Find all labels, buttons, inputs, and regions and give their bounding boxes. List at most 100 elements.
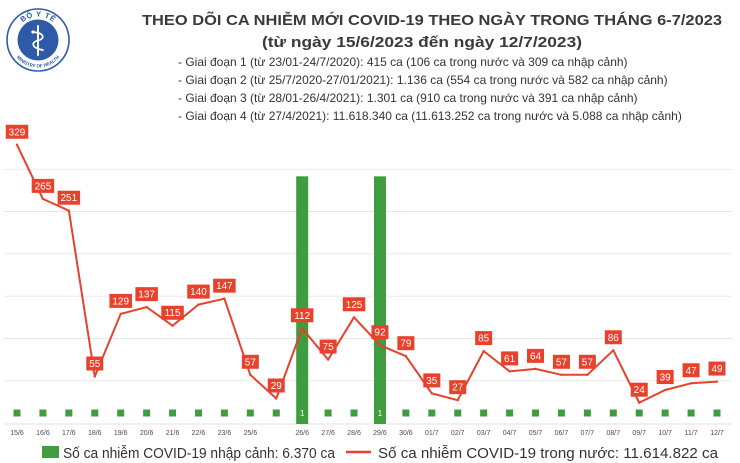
data-label-box (290, 308, 314, 323)
data-label: 75 (319, 339, 337, 354)
data-label: 329 (5, 124, 29, 139)
data-label-text: 92 (374, 328, 386, 339)
note-phase-2: - Giai đoạn 2 (từ 25/7/2020-27/01/2021):… (178, 73, 668, 87)
data-label-box (578, 354, 596, 369)
data-label: 86 (604, 330, 622, 345)
data-label-box (397, 336, 415, 351)
data-label: 35 (423, 373, 441, 388)
data-label: 129 (109, 293, 132, 308)
data-label-box (161, 305, 184, 320)
import-bar-zero-marker (428, 409, 436, 417)
x-tick-label: 23/6 (218, 430, 232, 437)
data-label-box (630, 382, 648, 397)
data-label-box (86, 356, 104, 371)
import-bar-zero-marker (635, 409, 643, 417)
line-point (663, 388, 667, 392)
import-bar (296, 176, 309, 424)
line-point (715, 380, 719, 383)
import-bar-zero-marker (169, 409, 177, 417)
x-tick-label: 09/7 (632, 430, 646, 437)
import-bar-zero-marker (117, 409, 125, 417)
line-point (586, 373, 589, 376)
x-tick-label: 26/6 (295, 430, 309, 437)
line-point (15, 143, 19, 146)
data-label-box (682, 363, 700, 378)
data-label-box (371, 325, 389, 340)
caduceus-icon (31, 25, 44, 56)
data-label: 85 (475, 331, 493, 346)
data-label-text: 329 (9, 127, 26, 138)
data-label-box (656, 370, 674, 385)
legend-item-domestic: Số ca nhiễm COVID-19 trong nước: 11.614.… (346, 445, 719, 462)
line-point (456, 398, 459, 402)
import-bar-zero-marker (402, 409, 410, 417)
line-point (430, 392, 434, 395)
data-label-box (135, 287, 158, 302)
data-label-text: 35 (426, 376, 438, 387)
data-label-text: 57 (582, 357, 594, 368)
import-bar-zero-marker (220, 409, 228, 417)
line-point (404, 354, 408, 358)
line-point (275, 397, 278, 400)
data-label: 115 (161, 305, 184, 320)
legend-swatch-import (42, 446, 59, 458)
data-label-text: 147 (216, 281, 233, 292)
import-bar-zero-marker (65, 409, 73, 417)
line-point (119, 312, 122, 316)
line-point (300, 327, 304, 330)
data-label-box (267, 378, 285, 393)
data-label-text: 86 (608, 333, 620, 344)
import-bar-zero-marker (13, 409, 21, 417)
x-tick-label: 22/6 (192, 430, 206, 437)
data-label-text: 29 (271, 381, 283, 392)
import-bar-zero-marker (272, 409, 280, 417)
x-tick-label: 03/7 (477, 430, 491, 437)
data-label-box (187, 284, 210, 299)
line-point (249, 373, 252, 376)
data-label-box (109, 293, 132, 308)
data-label: 251 (57, 190, 81, 205)
x-tick-label: 25/6 (244, 430, 258, 437)
legend: Số ca nhiễm COVID-19 nhập cảnh: 6.370 ca… (42, 445, 719, 462)
data-label-box (57, 190, 81, 205)
x-tick-label: 27/6 (321, 430, 335, 437)
ministry-of-health-logo: BỘ Y TẾ MINISTRY OF HEALTH (6, 8, 70, 72)
import-bar-zero-marker (39, 409, 47, 417)
data-label-text: 140 (190, 287, 207, 298)
import-bar-zero-marker (454, 409, 462, 417)
data-label-text: 129 (112, 296, 129, 307)
data-label-box (475, 331, 493, 346)
x-tick-label: 02/7 (451, 430, 465, 437)
line-point (689, 382, 693, 385)
data-label: 24 (630, 382, 648, 397)
note-phase-3: - Giai đoạn 3 (từ 28/01-26/4/2021): 1.30… (178, 91, 638, 105)
line-point (508, 370, 511, 373)
data-label: 49 (708, 361, 726, 376)
line-point (67, 209, 71, 212)
data-label-box (319, 339, 337, 354)
x-tick-label: 04/7 (503, 430, 517, 437)
data-label-box (423, 373, 441, 388)
x-tick-label: 07/7 (581, 430, 595, 437)
line-point (197, 303, 200, 306)
import-bar-zero-marker (91, 409, 99, 417)
data-label-text: 47 (686, 366, 698, 377)
data-label-text: 75 (323, 342, 335, 353)
data-label-box (5, 124, 29, 139)
data-label-text: 57 (245, 357, 257, 368)
data-label-text: 265 (35, 181, 52, 192)
data-label-box (342, 297, 366, 312)
legend-label-domestic: Số ca nhiễm COVID-19 trong nước: 11.614.… (378, 445, 719, 462)
data-label: 79 (397, 336, 415, 351)
import-bar-zero-marker (687, 409, 695, 417)
data-label-box (31, 178, 55, 193)
data-label: 55 (86, 356, 104, 371)
x-tick-label: 01/7 (425, 430, 439, 437)
line-point (352, 316, 356, 319)
domestic-cases-series (15, 143, 719, 404)
x-tick-label: 12/7 (710, 430, 724, 437)
line-point (171, 324, 174, 327)
x-tick-label: 06/7 (555, 430, 569, 437)
data-label: 125 (342, 297, 366, 312)
